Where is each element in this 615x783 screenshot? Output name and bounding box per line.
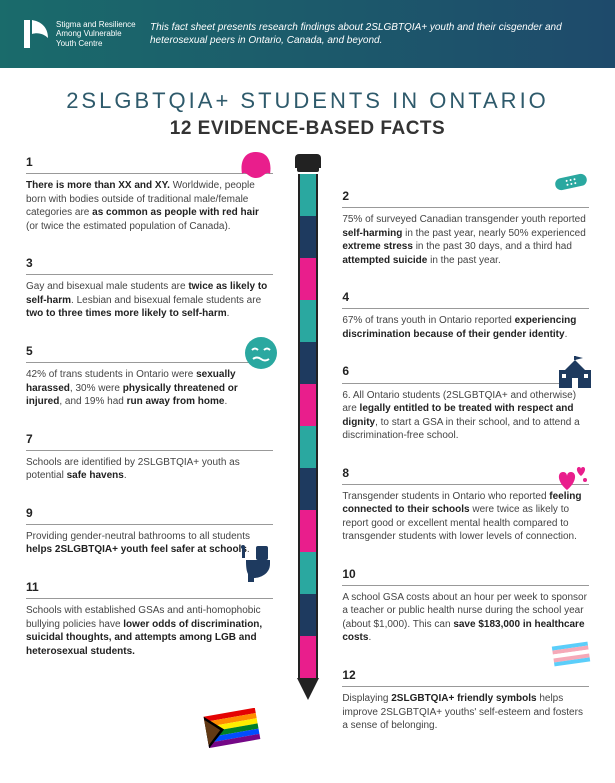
fact-number: 10: [342, 566, 589, 586]
fact-4: 4 67% of trans youth in Ontario reported …: [342, 289, 589, 341]
fact-text: 67% of trans youth in Ontario reported e…: [342, 314, 589, 341]
trans-flag-icon: [551, 640, 591, 668]
fact-text: 6. All Ontario students (2SLGBTQIA+ and …: [342, 389, 589, 443]
fact-12: 12 Displaying 2SLGBTQIA+ friendly symbols…: [342, 667, 589, 733]
fact-number: 2: [342, 188, 589, 208]
pencil-segment: [298, 636, 318, 678]
page-title: 2SLGBTQIA+ STUDENTS IN ONTARIO: [26, 88, 589, 114]
school-building-icon: [557, 356, 593, 390]
progress-pride-flag-icon: [202, 708, 262, 748]
pencil-segment: [298, 258, 318, 300]
pencil-segment: [298, 594, 318, 636]
fact-number: 5: [26, 343, 273, 363]
pencil-segment: [298, 552, 318, 594]
left-column: 1There is more than XX and XY. Worldwide…: [26, 154, 273, 774]
fact-text: Displaying 2SLGBTQIA+ friendly symbols h…: [342, 692, 589, 733]
fact-9: 9 Providing gender-neutral bathrooms to a…: [26, 505, 273, 557]
pencil-eraser-icon: [295, 154, 321, 168]
fact-number: 11: [26, 579, 273, 599]
fact-text: Transgender students in Ontario who repo…: [342, 490, 589, 544]
pencil-segment: [298, 468, 318, 510]
fact-text: 42% of trans students in Ontario were se…: [26, 368, 273, 409]
intro-text: This fact sheet presents research findin…: [150, 21, 591, 47]
pencil-segment: [298, 384, 318, 426]
fact-number: 12: [342, 667, 589, 687]
fact-10: 10 A school GSA costs about an hour per w…: [342, 566, 589, 645]
logo-mark-icon: [24, 20, 48, 48]
fact-3: 3 Gay and bisexual male students are twic…: [26, 255, 273, 321]
pencil-segment: [298, 426, 318, 468]
page-subtitle: 12 EVIDENCE-BASED FACTS: [26, 118, 589, 140]
fact-text: A school GSA costs about an hour per wee…: [342, 591, 589, 645]
fact-number: 3: [26, 255, 273, 275]
pencil-segment: [298, 342, 318, 384]
fact-6: 6 6. All Ontario students (2SLGBTQIA+ and…: [342, 363, 589, 442]
org-logo: Stigma and Resilience Among Vulnerable Y…: [24, 20, 136, 49]
fact-7: 7 Schools are identified by 2SLGBTQIA+ yo…: [26, 431, 273, 483]
pencil-segment: [298, 510, 318, 552]
fact-number: 4: [342, 289, 589, 309]
pencil-tip-icon: [297, 678, 319, 700]
fact-5: 5 42% of trans students in Ontario were s…: [26, 343, 273, 409]
header-bar: Stigma and Resilience Among Vulnerable Y…: [0, 0, 615, 68]
fact-2: 2 75% of surveyed Canadian transgender yo…: [342, 188, 589, 267]
fact-number: 8: [342, 465, 589, 485]
hearts-icon: [555, 464, 589, 494]
fact-number: 9: [26, 505, 273, 525]
columns: 1There is more than XX and XY. Worldwide…: [26, 154, 589, 774]
pencil-segment: [298, 300, 318, 342]
fact-8: 8 Transgender students in Ontario who rep…: [342, 465, 589, 544]
fact-number: 6: [342, 363, 589, 383]
fact-text: 75% of surveyed Canadian transgender you…: [342, 213, 589, 267]
pencil-segment: [298, 216, 318, 258]
content-area: 2SLGBTQIA+ STUDENTS IN ONTARIO 12 EVIDEN…: [0, 68, 615, 783]
fact-text: Schools with established GSAs and anti-h…: [26, 604, 273, 658]
org-name: Stigma and Resilience Among Vulnerable Y…: [56, 20, 136, 49]
worried-face-icon: [244, 336, 278, 370]
fact-text: Providing gender-neutral bathrooms to al…: [26, 530, 273, 557]
hair-silhouette-icon: [236, 148, 276, 188]
toilet-icon: [240, 544, 276, 582]
pencil-segment: [298, 174, 318, 216]
bandage-icon: [553, 172, 589, 192]
pencil-spine: [293, 154, 323, 774]
right-column: 2 75% of surveyed Canadian transgender yo…: [342, 188, 589, 774]
fact-11: 11 Schools with established GSAs and anti…: [26, 579, 273, 658]
fact-text: Gay and bisexual male students are twice…: [26, 280, 273, 321]
fact-number: 7: [26, 431, 273, 451]
fact-text: Schools are identified by 2SLGBTQIA+ you…: [26, 456, 273, 483]
